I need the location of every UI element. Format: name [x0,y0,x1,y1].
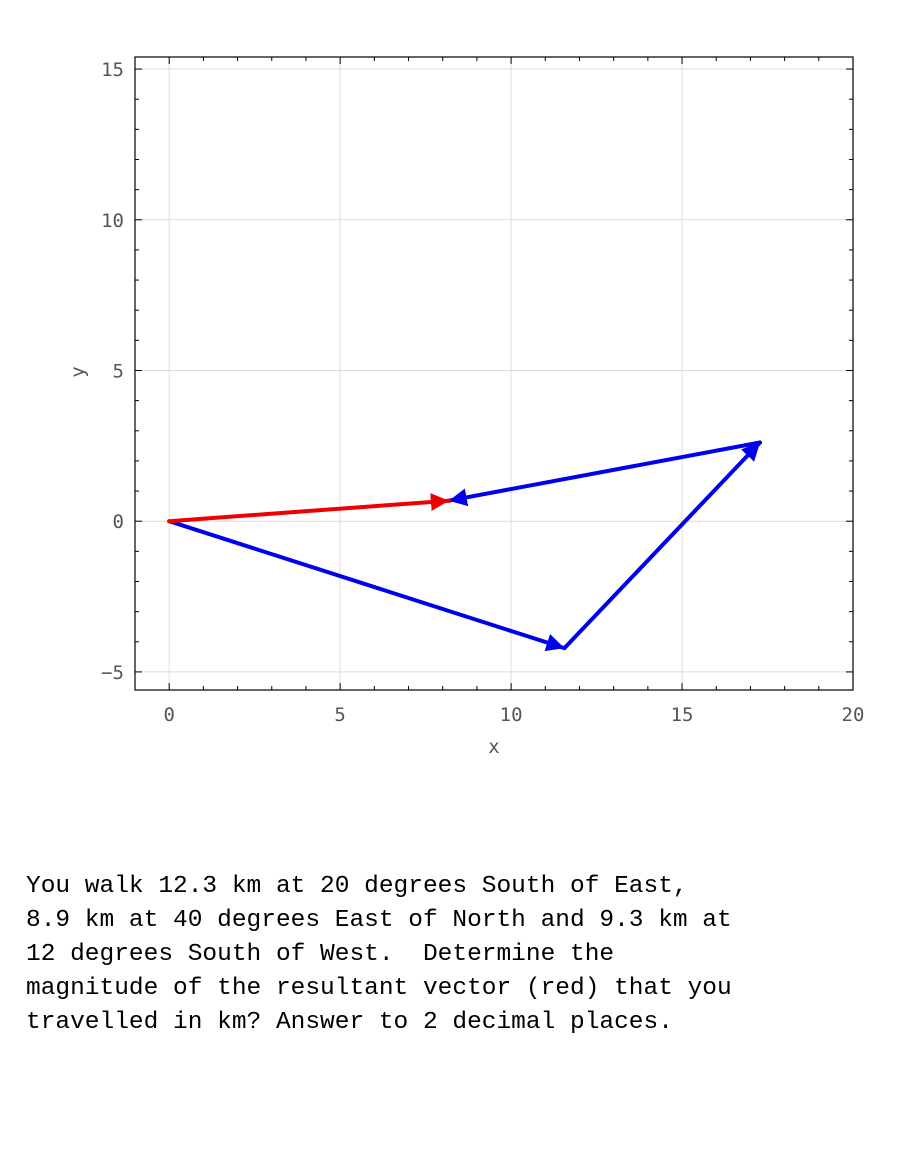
resultant-vector [167,493,451,524]
grid-lines [135,57,853,690]
y-tick-label: −5 [101,662,124,684]
y-tick-label: 15 [101,59,124,81]
vector-chart: 0 5 10 15 20 −5 0 5 10 15 x y [67,56,864,758]
y-axis-label: y [67,366,89,377]
y-tick-labels: −5 0 5 10 15 [101,59,124,684]
x-tick-label: 10 [500,704,523,726]
x-tick-labels: 0 5 10 15 20 [163,704,864,726]
x-tick-label: 20 [842,704,865,726]
x-tick-label: 15 [671,704,694,726]
minor-ticks [134,57,854,690]
y-tick-label: 5 [113,360,124,382]
displacement-vector-2 [562,440,763,651]
y-tick-label: 10 [101,210,124,232]
x-axis-label: x [488,736,499,758]
displacement-vector-3 [446,440,763,507]
x-tick-label: 0 [163,704,174,726]
vectors [167,440,763,652]
x-tick-label: 5 [334,704,345,726]
y-tick-label: 0 [113,511,124,533]
plot-frame [134,56,854,691]
question-text: You walk 12.3 km at 20 degrees South of … [26,873,732,1036]
displacement-vector-1 [167,519,567,652]
